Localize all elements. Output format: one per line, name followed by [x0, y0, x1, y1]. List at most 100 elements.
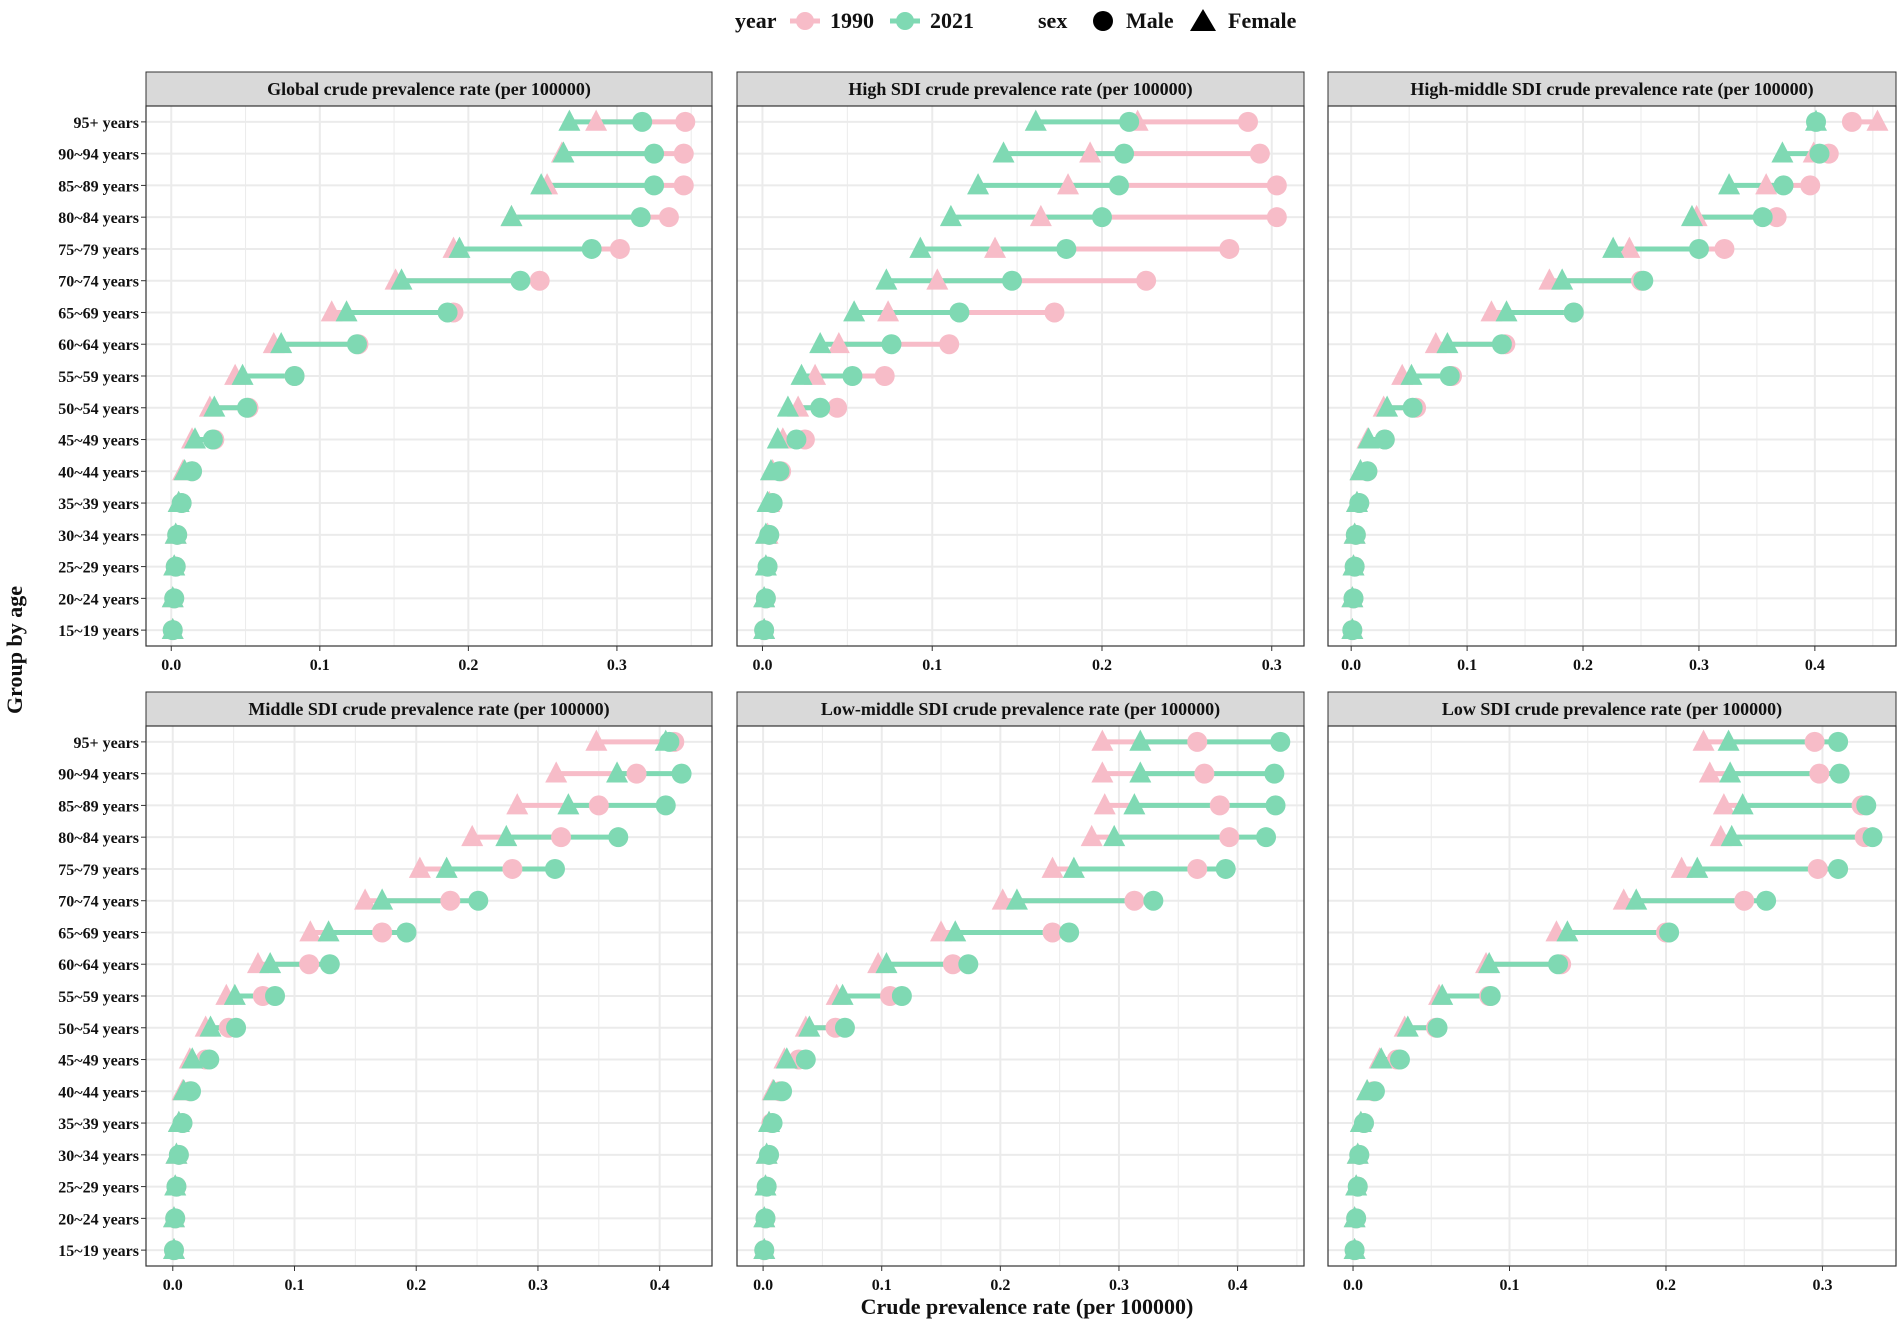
point-male-2021: [1344, 1240, 1365, 1261]
point-male-2021: [265, 986, 286, 1006]
point-male-2021: [1357, 461, 1378, 482]
point-male-2021: [468, 890, 489, 911]
point-male-2021: [1347, 1176, 1368, 1197]
point-female-2021: [181, 1047, 204, 1069]
point-male-2021: [510, 270, 531, 291]
point-male-1990: [1044, 302, 1065, 323]
x-tick-label: 0.4: [1805, 657, 1825, 674]
point-female-2021: [775, 1047, 798, 1069]
point-female-2021: [766, 427, 789, 449]
point-male-2021: [1108, 175, 1129, 196]
point-male-1990: [1219, 827, 1240, 848]
panel-border: [1327, 725, 1897, 1267]
x-tick-label: 0.0: [1341, 657, 1361, 674]
point-female-1990: [1670, 856, 1693, 878]
y-tick-label: 30~34 years: [58, 528, 139, 545]
point-female-1990: [585, 729, 608, 751]
point-male-2021: [167, 524, 188, 545]
legend-label-male: Male: [1126, 8, 1174, 33]
x-tick-label: 0.0: [163, 1277, 183, 1294]
strip-title: Low SDI crude prevalence rate (per 10000…: [1442, 699, 1782, 720]
point-male-2021: [165, 1208, 186, 1229]
point-male-1990: [1809, 763, 1830, 784]
point-male-2021: [1756, 890, 1777, 911]
point-female-1990: [545, 761, 568, 783]
y-tick-label: 40~44 years: [58, 464, 139, 481]
point-male-1990: [939, 334, 960, 355]
strip-background: [1327, 691, 1897, 727]
point-male-2021: [284, 366, 305, 386]
point-female-2021: [500, 204, 523, 227]
point-male-2021: [1119, 111, 1140, 132]
point-male-2021: [756, 1176, 777, 1197]
y-tick-label: 85~89 years: [58, 798, 139, 815]
point-male-2021: [644, 175, 665, 196]
point-female-2021: [335, 300, 358, 322]
y-tick-label: 80~84 years: [58, 830, 139, 847]
point-male-1990: [1249, 143, 1270, 164]
point-male-2021: [1828, 858, 1849, 879]
y-tick-label: 55~59 years: [58, 989, 139, 1006]
point-male-2021: [755, 1208, 776, 1229]
point-female-1990: [926, 268, 949, 290]
point-male-2021: [958, 954, 979, 975]
point-male-2021: [795, 1049, 816, 1070]
point-male-2021: [1862, 827, 1883, 848]
point-male-2021: [632, 111, 653, 132]
point-female-2021: [843, 300, 866, 322]
point-female-2021: [606, 761, 629, 783]
point-female-2021: [1123, 793, 1146, 815]
point-male-2021: [1342, 620, 1363, 641]
point-female-1990: [1080, 824, 1103, 847]
point-male-1990: [1266, 175, 1287, 196]
point-male-2021: [671, 763, 692, 784]
point-female-1990: [299, 920, 322, 942]
x-tick-label: 0.3: [1109, 1277, 1129, 1294]
point-male-2021: [1806, 111, 1827, 132]
point-male-2021: [199, 1049, 220, 1070]
legend-key-2021: [890, 12, 920, 30]
panel-border: [145, 725, 713, 1267]
y-tick-label: 90~94 years: [58, 147, 139, 164]
point-female-2021: [875, 268, 898, 290]
point-female-2021: [231, 363, 254, 385]
point-male-1990: [1266, 207, 1287, 228]
point-male-2021: [1374, 429, 1395, 450]
y-tick-label: 75~79 years: [58, 242, 139, 259]
x-tick-label: 0.2: [406, 1277, 426, 1294]
point-female-2021: [199, 1015, 222, 1037]
y-tick-label: 75~79 years: [58, 862, 139, 879]
point-male-1990: [1807, 858, 1828, 879]
point-female-1990: [1755, 173, 1778, 195]
point-female-1990: [1079, 141, 1102, 163]
point-male-2021: [608, 827, 629, 848]
point-female-2021: [1436, 331, 1459, 354]
point-female-2021: [371, 888, 394, 910]
x-tick-label: 0.1: [1457, 657, 1477, 674]
point-male-2021: [171, 493, 192, 514]
point-male-2021: [759, 1144, 780, 1165]
point-male-2021: [891, 986, 912, 1006]
point-male-2021: [1829, 763, 1850, 784]
point-female-2021: [1495, 300, 1518, 322]
point-male-1990: [440, 890, 461, 911]
point-female-1990: [1029, 204, 1052, 227]
x-tick-label: 0.1: [284, 1277, 304, 1294]
point-female-1990: [1057, 173, 1080, 195]
point-female-1990: [1041, 856, 1064, 878]
point-female-2021: [939, 204, 962, 227]
point-male-2021: [1256, 827, 1277, 848]
point-male-1990: [942, 954, 963, 975]
point-male-1990: [1841, 111, 1862, 132]
y-tick-label: 90~94 years: [58, 767, 139, 784]
x-tick-label: 0.1: [1500, 1277, 1520, 1294]
point-male-1990: [1136, 270, 1157, 291]
point-female-1990: [827, 331, 850, 354]
x-tick-label: 0.4: [650, 1277, 670, 1294]
point-male-2021: [1265, 795, 1286, 816]
point-male-2021: [202, 429, 223, 450]
point-male-2021: [949, 302, 970, 323]
legend-key-female-triangle: [1190, 9, 1216, 31]
point-male-2021: [1345, 524, 1366, 545]
